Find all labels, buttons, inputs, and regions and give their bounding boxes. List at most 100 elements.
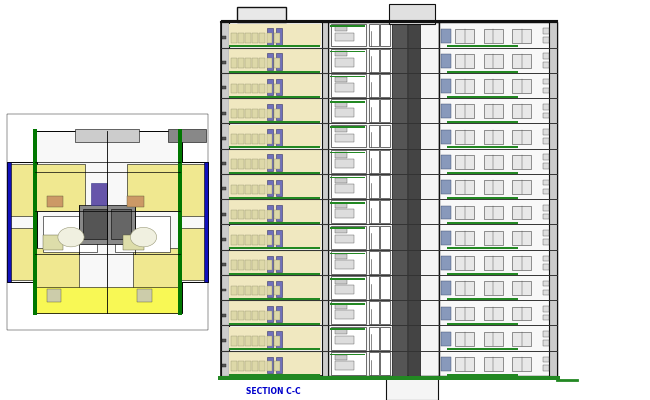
Bar [335, 108, 354, 117]
Bar [252, 286, 258, 295]
Bar [259, 260, 265, 270]
Bar [369, 200, 379, 223]
Bar [455, 130, 474, 144]
Bar [222, 213, 226, 216]
Bar [259, 134, 265, 144]
Bar [259, 286, 265, 295]
Bar [512, 130, 531, 144]
Bar [512, 332, 531, 346]
Bar [266, 104, 273, 120]
Bar [335, 152, 347, 158]
Bar [335, 83, 354, 92]
Bar [455, 306, 474, 320]
Bar [222, 263, 226, 266]
Bar [276, 54, 282, 70]
Bar [127, 164, 178, 211]
Bar [231, 58, 237, 68]
Bar [330, 354, 365, 355]
Bar [133, 248, 178, 308]
Bar [245, 336, 251, 346]
Bar [252, 159, 258, 169]
Bar [245, 58, 251, 68]
Bar [335, 254, 347, 258]
Bar [238, 134, 244, 144]
Bar [274, 336, 280, 346]
Bar [369, 74, 379, 97]
Bar [231, 286, 237, 295]
Bar [276, 104, 282, 120]
Bar [32, 131, 182, 313]
Bar [252, 109, 258, 118]
Bar [380, 276, 389, 299]
Bar [238, 184, 244, 194]
Bar [447, 348, 518, 350]
Bar [276, 180, 282, 196]
Bar [252, 361, 258, 371]
Bar [274, 159, 280, 169]
Bar [274, 58, 280, 68]
Bar [259, 159, 265, 169]
Text: SECTION C-C: SECTION C-C [246, 387, 300, 396]
Bar [330, 202, 365, 204]
Bar [245, 159, 251, 169]
Bar [266, 154, 273, 171]
Bar [75, 129, 140, 142]
Bar [222, 112, 226, 114]
Bar [276, 256, 282, 272]
Bar [245, 210, 251, 220]
Bar [335, 329, 347, 334]
Bar [330, 76, 365, 78]
Bar [245, 235, 251, 245]
Bar [543, 37, 549, 43]
Bar [91, 183, 107, 205]
Bar [543, 188, 549, 194]
Bar [455, 357, 474, 371]
Bar [455, 231, 474, 245]
Bar [180, 164, 206, 216]
Bar [245, 184, 251, 194]
Bar [238, 235, 244, 245]
Bar [380, 150, 389, 173]
Bar [330, 51, 365, 52]
Bar [484, 54, 502, 68]
Bar [274, 33, 280, 43]
Bar [335, 354, 347, 360]
Bar [512, 256, 531, 270]
Bar [229, 175, 321, 198]
Bar [369, 125, 379, 148]
Bar [252, 311, 258, 320]
Bar [335, 228, 347, 233]
Bar [238, 33, 244, 43]
Bar [331, 74, 366, 97]
Bar [331, 175, 366, 198]
Bar [484, 155, 502, 169]
Bar [439, 22, 557, 376]
Bar [455, 104, 474, 118]
Bar [204, 162, 208, 282]
Bar [484, 306, 502, 320]
Bar [266, 205, 273, 222]
Bar [331, 226, 366, 248]
Bar [231, 159, 237, 169]
Bar [231, 33, 237, 43]
Bar [229, 374, 320, 376]
Bar [543, 205, 549, 210]
Bar [8, 164, 34, 216]
Bar [380, 302, 389, 324]
Bar [335, 310, 354, 319]
Bar [441, 180, 451, 194]
Bar [455, 281, 474, 295]
Bar [455, 180, 474, 194]
Bar [380, 125, 389, 148]
Bar [34, 287, 180, 313]
Bar [79, 205, 135, 244]
Ellipse shape [58, 227, 84, 247]
Bar [229, 74, 321, 97]
Bar [331, 150, 366, 173]
Bar [259, 33, 265, 43]
Bar [512, 79, 531, 93]
Bar [245, 33, 251, 43]
Bar [6, 162, 36, 282]
Bar [393, 22, 407, 376]
Bar [83, 209, 107, 239]
